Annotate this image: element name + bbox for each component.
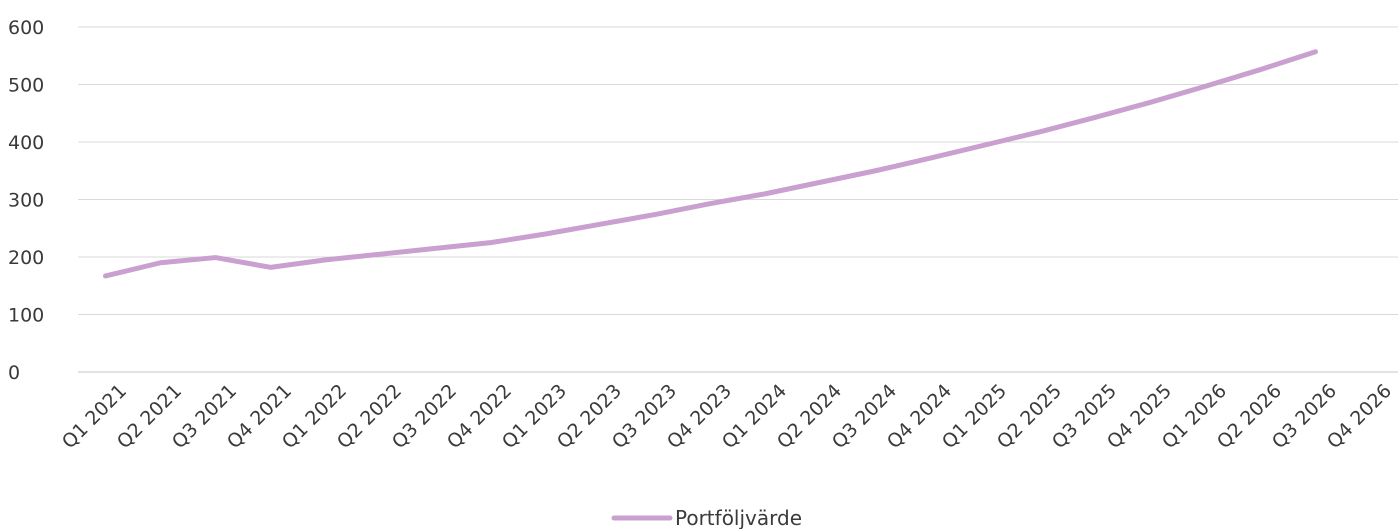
- y-tick-label: 0: [8, 362, 20, 384]
- y-tick-label: 200: [8, 247, 44, 269]
- y-tick-label: 100: [8, 305, 44, 327]
- series-layer: [103, 49, 1318, 279]
- y-tick-label: 300: [8, 190, 44, 212]
- legend-label: Portföljvärde: [675, 506, 802, 529]
- y-tick-label: 500: [8, 75, 44, 97]
- legend: Portföljvärde: [611, 506, 802, 529]
- series-line-0: [103, 49, 1318, 279]
- y-tick-label: 400: [8, 132, 44, 154]
- y-tick-label: 600: [8, 17, 44, 39]
- gridlines: [78, 26, 1398, 373]
- y-axis-ticks: 0 100 200 300 400 500 600: [8, 17, 44, 384]
